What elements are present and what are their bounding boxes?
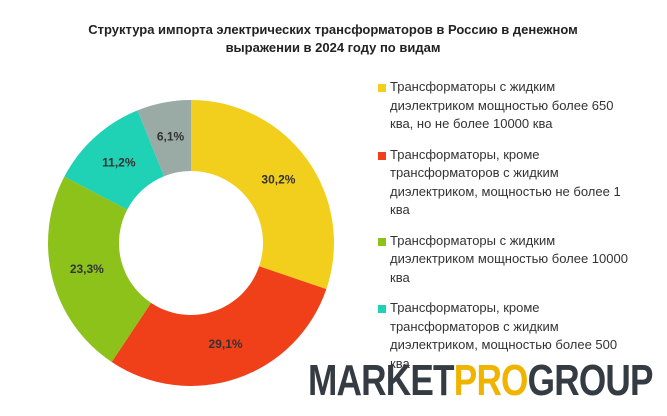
legend-swatch (378, 305, 386, 313)
slice (47, 176, 152, 362)
legend-item: Трансформаторы, кроме трансформаторов с … (378, 146, 628, 220)
legend-item: Трансформаторы с жидким диэлектриком мощ… (378, 232, 628, 288)
legend-swatch (378, 84, 386, 92)
data-label: 11,2% (102, 155, 136, 169)
watermark-part: GROUP (527, 356, 654, 405)
data-label: 23,3% (70, 262, 104, 276)
legend-label: Трансформаторы с жидким диэлектриком мощ… (390, 79, 614, 131)
legend-label: Трансформаторы, кроме трансформаторов с … (390, 146, 621, 218)
data-label: 6,1% (157, 130, 185, 144)
slice (111, 266, 327, 386)
legend-label: Трансформаторы, кроме трансформаторов с … (390, 300, 618, 371)
legend-item: Трансформаторы с жидким диэлектриком мощ… (378, 78, 628, 134)
slice (191, 100, 334, 290)
watermark-part: PRO (453, 356, 529, 405)
legend-label: Трансформаторы с жидким диэлектриком мощ… (390, 232, 628, 285)
data-label: 30,2% (261, 173, 295, 187)
legend-item: Трансформаторы, кроме трансформаторов с … (378, 299, 628, 373)
slice (64, 110, 165, 210)
chart-title: Структура импорта электрических трансфор… (88, 22, 578, 55)
data-label: 29,1% (209, 337, 243, 351)
legend-swatch (378, 237, 386, 246)
legend-swatch (378, 151, 386, 160)
watermark: MARKETPROGROUP (308, 356, 654, 406)
watermark-part: MARKET (308, 356, 455, 405)
slice (137, 100, 191, 177)
legend: Трансформаторы с жидким диэлектриком мощ… (378, 78, 628, 385)
